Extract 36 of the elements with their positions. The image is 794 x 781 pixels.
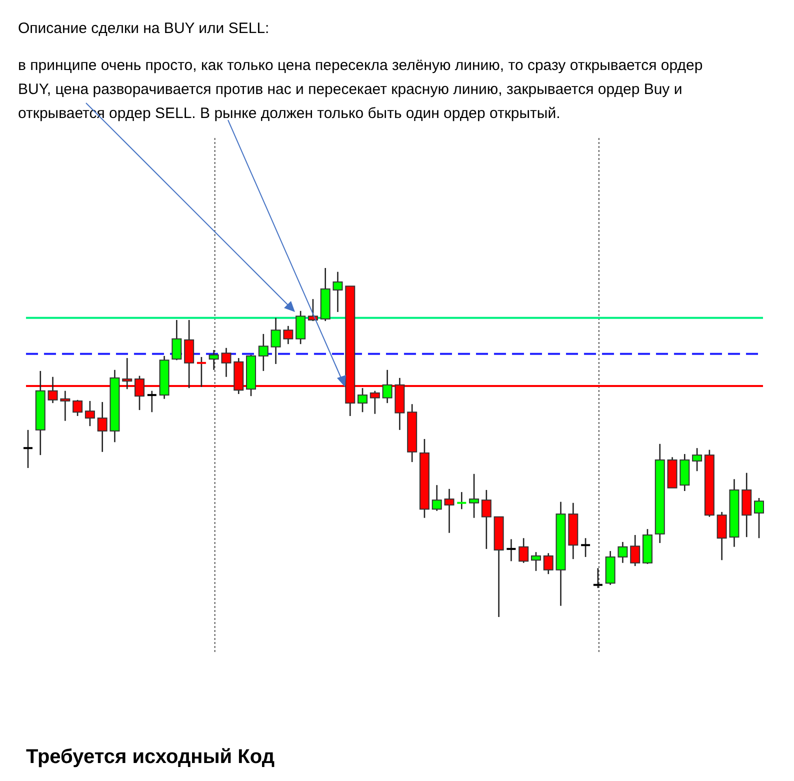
candlestick	[530, 551, 541, 572]
candlestick	[432, 484, 442, 512]
candlestick	[208, 349, 219, 371]
candlestick	[444, 488, 454, 534]
candlestick	[630, 534, 640, 567]
candlestick	[592, 567, 604, 589]
candlestick	[84, 400, 95, 427]
candlestick	[481, 489, 492, 550]
candlestick	[370, 390, 380, 415]
candlestick	[60, 390, 70, 422]
candlestick	[332, 271, 343, 313]
candlestick	[754, 497, 764, 539]
candlestick	[469, 473, 480, 519]
chart-title: Описание сделки на BUY или SELL:	[18, 20, 270, 37]
candlestick	[97, 401, 108, 453]
candlestick	[358, 387, 368, 413]
text: Требуется исходный Код	[26, 746, 275, 768]
candlestick	[221, 347, 232, 378]
candlestick	[308, 298, 318, 322]
candlestick	[283, 325, 294, 345]
candlestick	[172, 319, 182, 361]
candlestick	[618, 541, 628, 564]
candlestick	[506, 538, 517, 562]
candlestick	[716, 511, 727, 561]
candlestick	[296, 310, 306, 345]
candlestick	[580, 537, 592, 558]
candlestick	[22, 429, 34, 469]
candlestick	[258, 333, 268, 372]
candlestick	[146, 390, 158, 413]
candlestick	[692, 447, 702, 472]
candlestick	[456, 491, 468, 510]
candlestick	[382, 369, 392, 404]
candlestick	[72, 399, 83, 417]
candlestick	[518, 537, 529, 564]
candlestick	[543, 552, 554, 575]
candlestick	[270, 317, 281, 365]
